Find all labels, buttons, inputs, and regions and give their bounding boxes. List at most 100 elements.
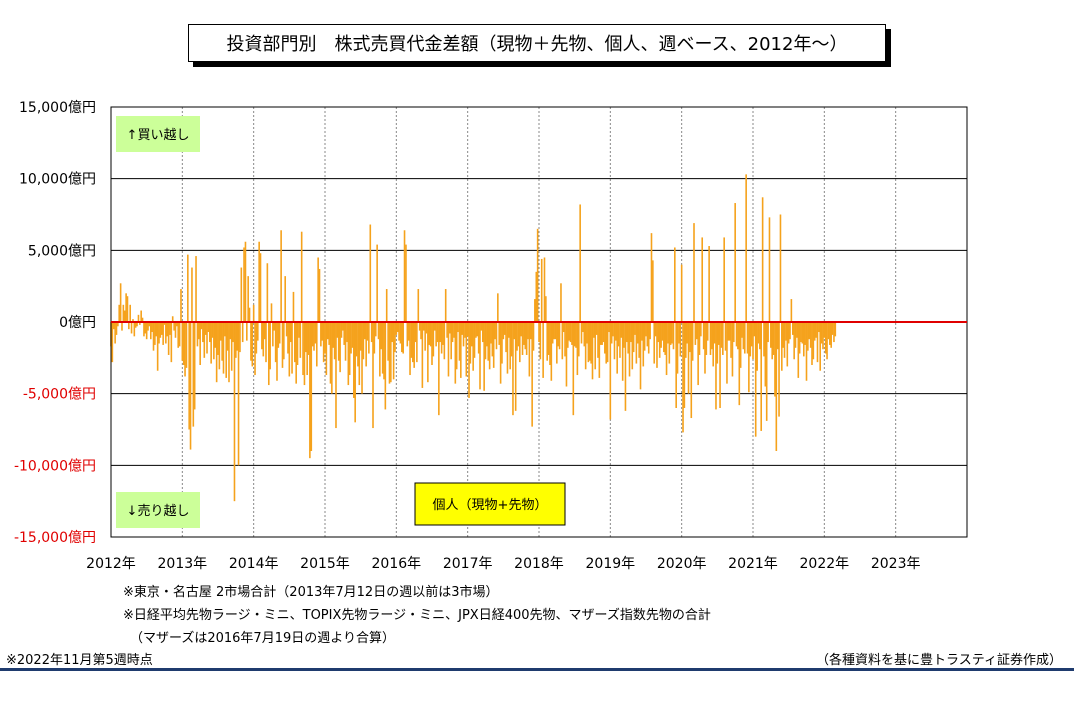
- bar: [727, 322, 730, 341]
- bar: [427, 322, 429, 383]
- bar: [140, 310, 142, 322]
- bar: [180, 289, 182, 322]
- bar: [215, 322, 218, 383]
- bar: [431, 322, 433, 365]
- bar: [141, 317, 144, 322]
- bar: [514, 322, 517, 411]
- bar: [160, 322, 163, 335]
- bar: [395, 322, 398, 335]
- bar: [119, 283, 122, 322]
- bar: [353, 322, 355, 398]
- label-layer: 15,000億円 10,000億円 5,000億円 0億円 -5,000億円 -10,00…: [14, 100, 921, 572]
- bar: [608, 322, 610, 333]
- bar: [708, 246, 710, 322]
- bar: [808, 322, 811, 340]
- bar: [796, 322, 798, 338]
- bar: [753, 322, 756, 337]
- bar: [224, 322, 226, 337]
- bar: [396, 322, 399, 333]
- bar: [568, 322, 570, 341]
- bar: [354, 322, 356, 423]
- bar: [498, 322, 500, 345]
- bar: [676, 322, 679, 374]
- bar: [702, 322, 705, 350]
- bar: [664, 322, 666, 355]
- bar: [473, 322, 476, 358]
- bar: [605, 322, 607, 364]
- bar: [512, 322, 514, 416]
- bar: [494, 322, 496, 340]
- bar: [114, 322, 116, 344]
- bar: [711, 322, 713, 350]
- bar: [712, 322, 714, 367]
- bar: [549, 322, 551, 365]
- bar: [822, 322, 824, 350]
- bar: [365, 322, 367, 367]
- bar: [337, 322, 340, 361]
- bar: [521, 322, 524, 355]
- x-tick-label: 2016年: [372, 556, 422, 572]
- bar: [276, 322, 278, 381]
- bar: [343, 322, 345, 345]
- y-tick-label: -15,000億円: [14, 530, 96, 546]
- bar: [685, 322, 687, 358]
- bar: [534, 299, 536, 322]
- buy-annotation: ↑買い越し: [116, 116, 200, 152]
- bar: [826, 322, 828, 360]
- bar: [639, 322, 642, 390]
- bar: [261, 322, 263, 350]
- bar: [193, 322, 196, 410]
- bar: [310, 322, 313, 451]
- bar: [750, 322, 753, 347]
- bar: [147, 322, 149, 331]
- bar: [479, 322, 481, 390]
- bar: [148, 322, 151, 327]
- bar: [285, 322, 288, 337]
- bar: [300, 231, 303, 322]
- bar: [793, 322, 795, 360]
- bar: [484, 322, 487, 360]
- bar: [697, 322, 699, 386]
- bar: [495, 322, 498, 350]
- bar: [646, 322, 649, 347]
- bar: [281, 322, 284, 368]
- note-futures: ※日経平均先物ラージ・ミニ、TOPIX先物ラージ・ミニ、JPX日経400先物、マ…: [123, 608, 711, 623]
- bar: [586, 322, 588, 344]
- bar: [546, 322, 549, 361]
- bar: [550, 322, 553, 381]
- bar: [632, 322, 635, 353]
- bar: [259, 253, 262, 322]
- bar: [719, 322, 721, 408]
- bar: [210, 322, 212, 364]
- bar: [578, 322, 580, 357]
- bar: [269, 322, 271, 370]
- bar: [645, 322, 647, 337]
- bar: [132, 319, 134, 322]
- bar: [700, 322, 702, 337]
- bar: [272, 322, 274, 347]
- bar: [501, 322, 503, 364]
- x-tick-label: 2014年: [229, 556, 279, 572]
- bar: [582, 322, 584, 333]
- bar: [438, 322, 440, 416]
- bar: [307, 322, 310, 355]
- bar: [565, 322, 568, 387]
- bar: [460, 322, 462, 378]
- bar: [558, 322, 561, 350]
- bar: [453, 322, 455, 338]
- bar: [125, 293, 127, 322]
- bar: [359, 322, 362, 351]
- bar: [291, 322, 293, 374]
- bar: [121, 322, 123, 331]
- bar: [621, 322, 624, 381]
- bar: [406, 322, 409, 347]
- bar: [706, 322, 709, 341]
- bar: [665, 322, 668, 376]
- bar: [619, 322, 621, 358]
- bar: [346, 322, 348, 343]
- bar: [321, 322, 324, 341]
- bar: [532, 322, 535, 351]
- bar: [182, 322, 185, 365]
- bar: [466, 322, 469, 337]
- bar: [155, 322, 158, 337]
